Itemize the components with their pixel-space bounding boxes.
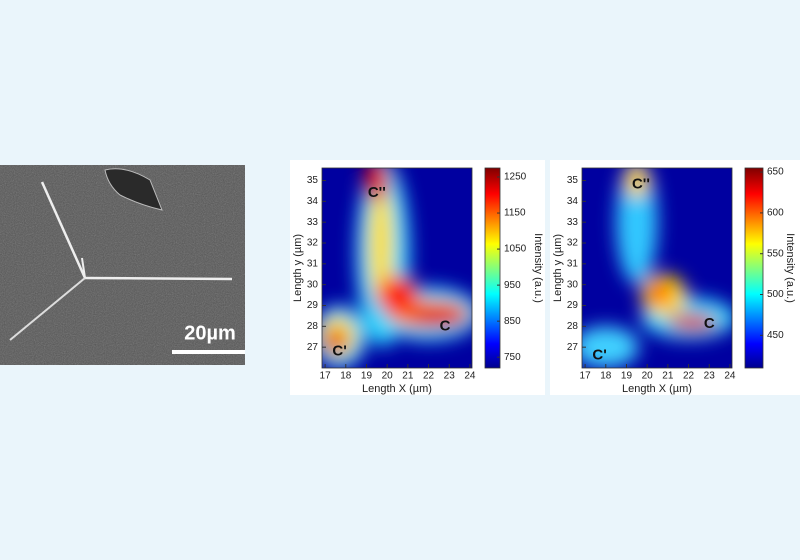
x-tick-label: 20 [382,371,394,382]
x-tick-label: 22 [423,371,435,382]
colorbar-tick-label: 500 [767,289,784,300]
colorbar-tick-label: 850 [504,316,521,327]
heat-region [667,313,718,331]
colorbar-tick-label: 650 [767,167,784,178]
y-tick-label: 31 [567,258,579,269]
heatmap-blobs [582,168,732,368]
heat-region [376,276,419,314]
colorbar-tick-label: 1150 [504,208,526,219]
x-tick-label: 24 [724,371,736,382]
y-tick-label: 33 [307,217,319,228]
heat-region [647,280,672,306]
y-tick-label: 31 [307,258,319,269]
x-tick-label: 17 [320,371,332,382]
x-tick-label: 19 [361,371,373,382]
x-tick-label: 19 [621,371,633,382]
colorbar-tick-label: 600 [767,208,784,219]
y-tick-label: 35 [307,175,319,186]
heat-region [409,308,468,328]
y-tick-label: 33 [567,217,579,228]
x-tick-label: 23 [704,371,716,382]
x-tick-label: 21 [402,371,414,382]
x-tick-label: 22 [683,371,695,382]
colorbar-tick-label: 1250 [504,172,527,183]
y-axis-label: Length y (µm) [292,234,304,302]
y-tick-label: 27 [567,342,579,353]
y-tick-label: 32 [307,238,319,249]
y-tick-label: 35 [567,175,579,186]
heat-region [368,180,394,306]
x-tick-label: 23 [444,371,456,382]
y-tick-label: 28 [307,321,319,332]
colorbar-tick-label: 1050 [504,244,527,255]
heatmap-blobs [322,168,472,368]
heat-region [624,168,650,198]
colorbar-label: Intensity (a.u.) [784,233,796,303]
x-tick-label: 24 [464,371,476,382]
plot-frame [581,167,733,369]
sem-image: 20µm [0,165,245,365]
heat-region [582,326,639,368]
heat-region [616,168,658,285]
annotation: C' [332,342,346,359]
colorbar-tick-label: 550 [767,248,784,259]
colorbar-tick-label: 950 [504,280,521,291]
heatmap [322,168,472,368]
heatmap [582,168,732,368]
y-tick-label: 34 [307,196,319,207]
annotation: C' [592,346,606,363]
annotation: C'' [632,176,650,193]
heat-region [364,168,390,202]
y-tick-label: 29 [567,300,579,311]
y-tick-label: 34 [567,196,579,207]
y-tick-label: 29 [307,300,319,311]
x-axis-label: Length X (µm) [362,383,432,395]
colorbar [744,167,764,369]
x-tick-label: 21 [662,371,674,382]
y-tick-label: 30 [307,279,319,290]
x-tick-label: 18 [340,371,352,382]
x-tick-label: 17 [580,371,592,382]
heat-region [325,328,346,354]
colorbar-label: Intensity (a.u.) [532,233,544,303]
annotation: C'' [368,184,386,201]
x-tick-label: 20 [642,371,654,382]
y-axis-label: Length y (µm) [552,234,564,302]
y-tick-label: 28 [567,321,579,332]
colorbar-tick-label: 750 [504,352,521,363]
y-tick-label: 27 [307,342,319,353]
y-tick-label: 30 [567,279,579,290]
annotation: C [704,315,715,332]
scale-bar-label: 20µm [184,322,236,344]
y-tick-label: 32 [567,238,579,249]
annotation: C [440,317,451,334]
colorbar [484,167,501,369]
x-tick-label: 18 [600,371,612,382]
colorbar-tick-label: 450 [767,330,784,341]
x-axis-label: Length X (µm) [622,383,692,395]
plot-frame [321,167,473,369]
